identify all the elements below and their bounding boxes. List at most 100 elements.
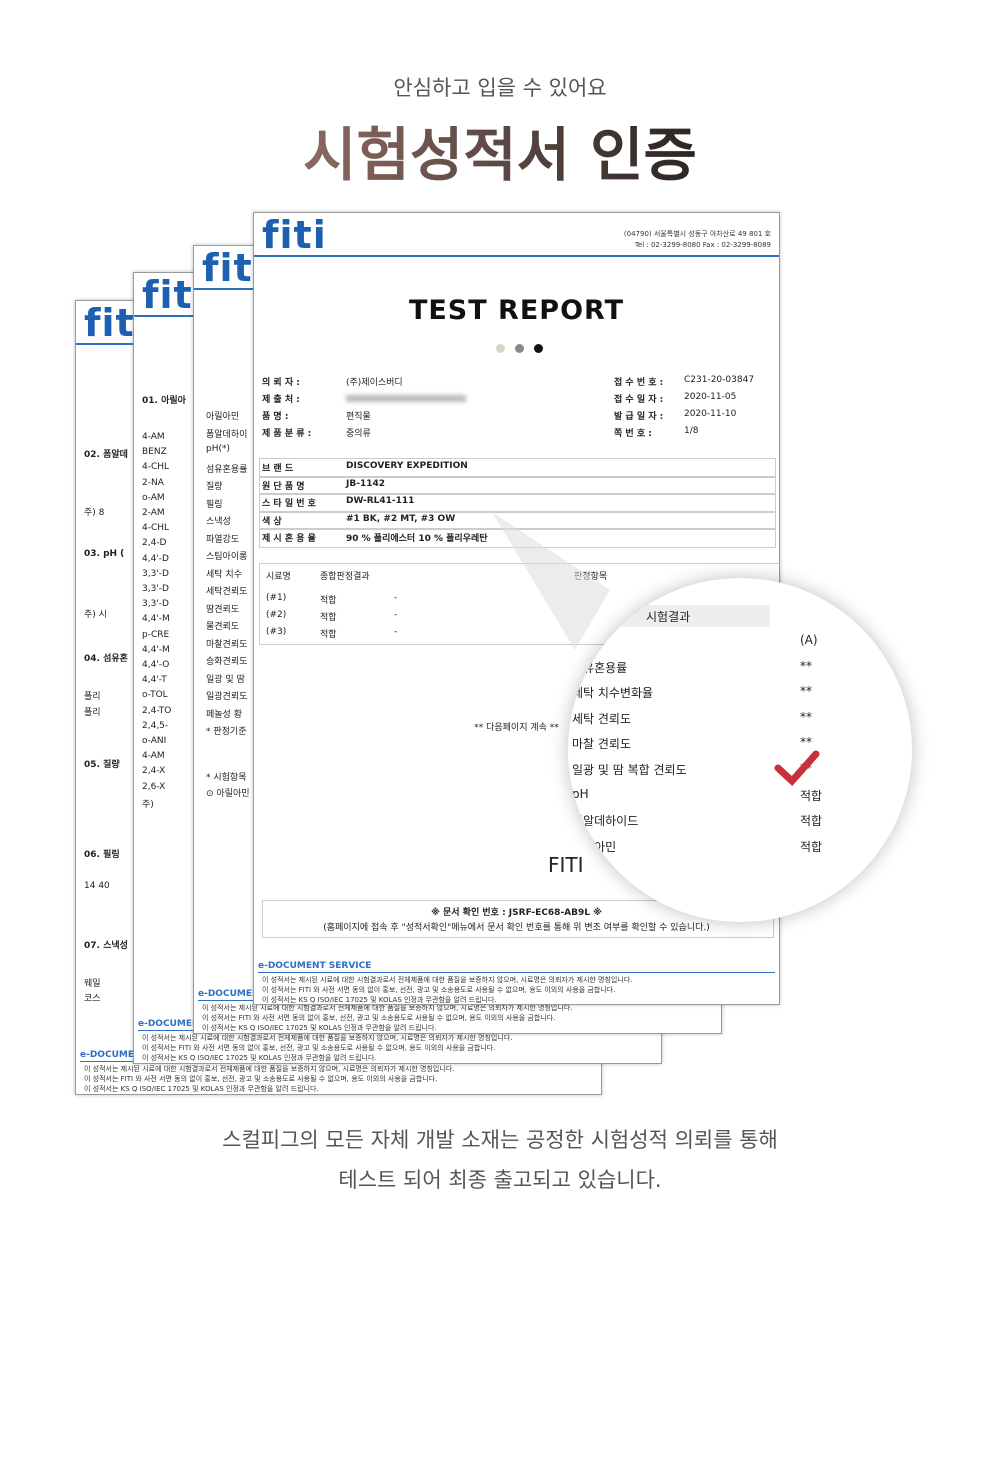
item: 필링 <box>206 499 223 510</box>
item: 주) 시 <box>84 610 107 620</box>
item: 3,3'-D <box>142 599 169 610</box>
info-label: 제 출 처 : <box>262 395 300 405</box>
dot <box>534 344 543 353</box>
magnifier-item: 세탁 치수변화율 <box>572 686 654 701</box>
spec-row <box>259 458 776 478</box>
footer-line: 이 성적서는 KS Q ISO/IEC 17025 및 KOLAS 인정과 무관… <box>84 1085 319 1093</box>
results-cell: - <box>394 610 398 620</box>
info-label: 의 뢰 자 : <box>262 378 300 388</box>
item: 14 40 <box>84 881 110 891</box>
spec-label: 원 단 품 명 <box>262 481 305 492</box>
item: 물견뢰도 <box>206 622 240 632</box>
item: 일광 및 땀 <box>206 674 245 685</box>
results-header: 시료명 <box>266 572 291 582</box>
report-title: TEST REPORT <box>408 295 625 326</box>
info-value: 2020-11-10 <box>684 409 737 419</box>
item: ⊙ 아릴아민 <box>206 789 250 799</box>
item: 4,4'-M <box>142 644 170 655</box>
info-label: 품 명 : <box>262 412 289 422</box>
footer-line: 이 성적서는 KS Q ISO/IEC 17025 및 KOLAS 인정과 무관… <box>202 1024 437 1032</box>
item: p-CRE <box>142 629 170 640</box>
caption: 테스트 되어 최종 출고되고 있습니다. <box>338 1168 662 1192</box>
item: 질량 <box>206 482 223 492</box>
header-rule <box>254 255 779 257</box>
info-label: 제 품 분 류 : <box>262 429 312 439</box>
footer-line: 이 성적서는 FITI 와 사전 서면 동의 없이 홍보, 선전, 광고 및 소… <box>142 1044 496 1052</box>
results-header: 종합판정결과 <box>320 572 370 582</box>
results-cell: (#2) <box>266 610 287 620</box>
spec-value: 90 % 폴리에스터 10 % 폴리우레탄 <box>346 534 488 544</box>
results-cell: - <box>394 593 398 603</box>
item: 마찰견뢰도 <box>206 639 248 650</box>
doc-box <box>262 900 774 938</box>
results-cell: 적합 <box>320 596 337 606</box>
item: 파열강도 <box>206 534 240 545</box>
spec-label: 제 시 혼 용 율 <box>262 534 316 544</box>
item: * 판정기준 <box>206 727 247 737</box>
item: 스낵성 <box>206 517 231 527</box>
magnifier-result: ** <box>800 735 812 750</box>
magnifier-result: ** <box>800 709 812 724</box>
item: o-ANI <box>142 736 167 746</box>
footer-line: 이 성적서는 FITI 와 사전 서면 동의 없이 홍보, 선전, 광고 및 소… <box>202 1014 556 1022</box>
item: 02. 폼알데 <box>84 450 128 460</box>
item: 일광견뢰도 <box>206 692 248 702</box>
item: 폴리 <box>84 708 101 718</box>
results-cell: - <box>394 627 398 637</box>
spec-label: 스 타 일 번 호 <box>262 499 316 509</box>
info-label: 발 급 일 자 : <box>614 412 664 422</box>
item: 03. pH ( <box>84 549 125 559</box>
item: 스팀아이롱 <box>206 552 248 562</box>
item: 3,3'-D <box>142 584 169 594</box>
check-mark <box>774 750 820 786</box>
magnifier-item: 아릴아민 <box>572 839 617 854</box>
magnifier-item: 폼알데하이드 <box>572 814 639 829</box>
magnifier-item: 항목 <box>572 635 595 649</box>
item: 2,4-TO <box>142 705 172 716</box>
item: 05. 질량 <box>84 760 120 770</box>
footer-line: 이 성적서는 KS Q ISO/IEC 17025 및 KOLAS 인정과 무관… <box>142 1054 377 1062</box>
footer-heading: e-DOCUMENT SERVICE <box>258 961 372 971</box>
results-cell: (#3) <box>266 627 287 637</box>
item: 4-AM <box>142 432 165 442</box>
magnifier-header: 시험결과 <box>646 610 691 624</box>
footer-rule <box>258 972 775 973</box>
caption: 스컬피그의 모든 자체 개발 소재는 공정한 시험성적 의뢰를 통해 <box>222 1128 778 1152</box>
info-label: 접 수 일 자 : <box>614 395 664 405</box>
item: 2-AM <box>142 508 165 518</box>
footer-line: 이 성적서는 제시된 시료에 대한 시험결과로서 전체제품에 대한 품질을 보증… <box>142 1034 513 1042</box>
item: 2,6-X <box>142 781 166 792</box>
blurred-value <box>346 395 466 402</box>
item: 4-CHL <box>142 523 170 534</box>
spec-row <box>259 475 776 495</box>
info-value: (주)제이스버디 <box>346 378 403 388</box>
spec-row <box>259 528 776 548</box>
magnifier-item: pH <box>572 786 589 801</box>
item: 3,3'-D <box>142 568 169 579</box>
info-label: 접 수 번 호 : <box>614 378 664 388</box>
item: 코스 <box>84 994 101 1004</box>
magnifier: 시험결과 항목 (A) 섬유혼용률 ** 세탁 치수변화율 ** 세탁 견뢰도 ** 마찰 견뢰도… <box>568 578 912 922</box>
spec-value: DISCOVERY EXPEDITION <box>346 461 468 471</box>
footer-line: 이 성적서는 KS Q ISO/IEC 17025 및 KOLAS 인정과 무관… <box>262 996 497 1004</box>
doc-number: ※ 문서 확인 번호 : JSRF-EC68-AB9L ※ <box>431 908 602 918</box>
spec-label: 색 상 <box>262 516 282 527</box>
magnifier-item: 세탁 견뢰도 <box>572 711 632 726</box>
item: 06. 필링 <box>84 850 120 860</box>
info-label: 쪽 번 호 : <box>614 429 652 439</box>
footer-line: 이 성적서는 제시된 시료에 대한 시험결과로서 전체제품에 대한 품질을 보증… <box>202 1004 573 1012</box>
signature: FITI <box>548 853 584 877</box>
doc-hint: (홈페이지에 접속 후 "성적서확인"메뉴에서 문서 확인 번호를 통해 위 변… <box>323 923 710 933</box>
footer-line: 이 성적서는 제시된 시료에 대한 시험결과로서 전체제품에 대한 품질을 보증… <box>262 976 633 984</box>
check-stroke <box>774 750 820 786</box>
item: * 시험항목 <box>206 773 247 783</box>
item: 웨일 <box>84 979 101 989</box>
item: 폼알데하이 <box>206 429 248 440</box>
magnifier-result: 적합 <box>800 839 823 854</box>
item: 아릴아민 <box>206 412 240 422</box>
footer-line: 이 성적서는 FITI 와 사전 서면 동의 없이 홍보, 선전, 광고 및 소… <box>262 986 616 994</box>
item: 04. 섬유혼 <box>84 654 128 664</box>
item: 승화견뢰도 <box>206 657 248 667</box>
item: BENZ <box>142 447 167 458</box>
